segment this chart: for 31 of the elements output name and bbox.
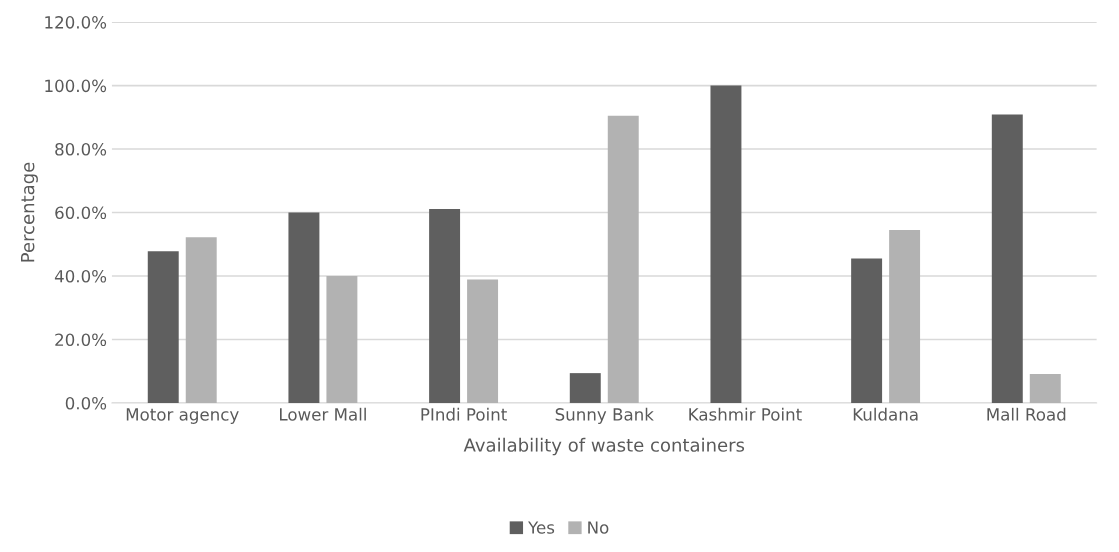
bar xyxy=(288,212,320,403)
y-tick-label: 60.0% xyxy=(55,206,107,220)
y-tick-label: 0.0% xyxy=(65,396,107,410)
x-axis-title: Availability of waste containers xyxy=(463,437,745,456)
y-tick-label: 80.0% xyxy=(55,143,107,156)
y-axis-title: Percentage xyxy=(21,162,38,262)
x-tick-label: Kashmir Point xyxy=(689,407,802,421)
x-tick-label: Lower Mall xyxy=(280,407,366,421)
bar xyxy=(147,251,179,403)
bar xyxy=(326,276,358,403)
y-tick-label: 100.0% xyxy=(45,79,107,93)
bar xyxy=(710,85,742,403)
x-tick-label: PIndi Point xyxy=(421,407,507,421)
bar xyxy=(467,279,499,403)
x-tick-label: Kuldana xyxy=(853,407,918,421)
bar xyxy=(889,229,921,403)
x-tick-label: Motor agency xyxy=(126,408,239,424)
bar xyxy=(569,373,601,403)
y-tick-label: 20.0% xyxy=(55,333,107,347)
bar xyxy=(429,209,461,403)
bar xyxy=(851,258,883,403)
legend-label: No xyxy=(588,521,609,534)
bar xyxy=(607,115,639,403)
legend-label: Yes xyxy=(528,521,555,534)
y-tick-label: 120.0% xyxy=(45,16,107,29)
bar xyxy=(991,114,1023,403)
y-tick-label: 40.0% xyxy=(54,269,107,283)
bar xyxy=(1029,374,1061,403)
x-tick-label: Sunny Bank xyxy=(555,407,654,424)
x-tick-label: Mall Road xyxy=(987,407,1066,421)
bar xyxy=(185,237,217,403)
